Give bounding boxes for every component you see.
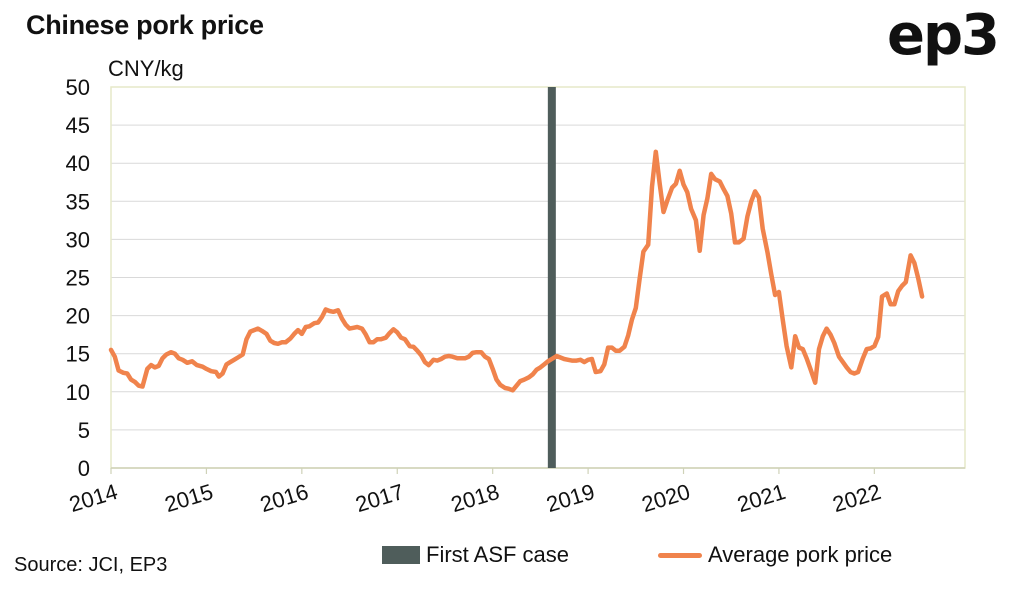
legend-label-pork-price: Average pork price <box>708 542 893 567</box>
series-line-average-pork-price <box>108 149 925 393</box>
y-tick-label: 25 <box>66 266 90 291</box>
x-tick-label: 2018 <box>448 479 502 517</box>
x-axis-ticks: 2014 2015 2016 2017 2018 2019 2020 2021 2022 <box>66 468 884 517</box>
x-tick-label: 2019 <box>543 479 597 517</box>
source-note: Source: JCI, EP3 <box>14 554 168 576</box>
y-tick-label: 30 <box>66 227 90 252</box>
legend-item-asf: First ASF case <box>382 542 569 568</box>
x-tick-label: 2022 <box>830 479 884 517</box>
y-axis-label: CNY/kg <box>108 56 184 81</box>
y-tick-label: 35 <box>66 189 90 214</box>
legend-swatch-pork-price <box>658 552 702 558</box>
y-tick-label: 50 <box>66 75 90 100</box>
plot-frame <box>110 86 966 469</box>
x-tick-label: 2021 <box>734 479 788 517</box>
y-tick-label: 10 <box>66 380 90 405</box>
legend-item-pork-price: Average pork price <box>658 542 892 568</box>
asf-marker <box>547 87 556 468</box>
y-tick-label: 40 <box>66 151 90 176</box>
legend-label-asf: First ASF case <box>426 542 570 567</box>
asf-marker-bar <box>547 87 556 468</box>
series-average-pork-price <box>108 149 925 393</box>
y-tick-label: 15 <box>66 342 90 367</box>
ep3-logo: ep3 <box>886 3 1000 68</box>
x-tick-label: 2016 <box>257 479 311 517</box>
legend-swatch-asf <box>382 546 420 564</box>
x-tick-label: 2014 <box>66 479 120 517</box>
x-tick-label: 2017 <box>353 479 407 517</box>
x-tick-label: 2020 <box>639 479 693 517</box>
y-tick-label: 0 <box>78 456 90 481</box>
x-tick-label: 2015 <box>162 479 216 517</box>
grid-lines <box>111 124 965 431</box>
y-axis-ticks: 0 5 10 15 20 25 30 35 40 45 50 <box>66 75 90 481</box>
y-tick-label: 5 <box>78 418 90 443</box>
y-tick-label: 45 <box>66 113 90 138</box>
chart-title: Chinese pork price <box>26 10 264 40</box>
y-tick-label: 20 <box>66 304 90 329</box>
